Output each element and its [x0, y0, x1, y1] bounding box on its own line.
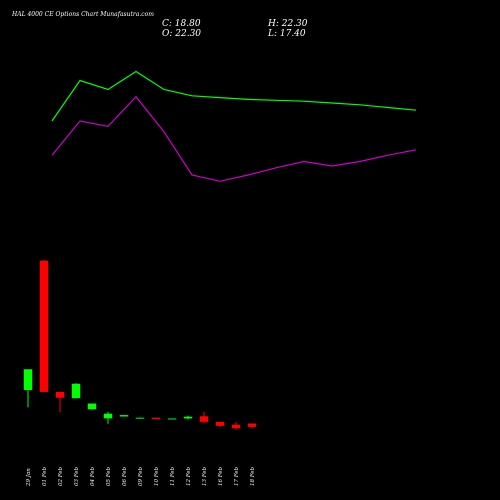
- x-axis-ticks: 29 Jan 01 Feb 02 Feb 03 Feb 04 Feb 05 Feb 06 F…: [26, 466, 256, 487]
- candle-body: [231, 424, 241, 429]
- chart-title: HAL 4000 CE Options Chart Munafasutra.co…: [11, 11, 154, 18]
- candlesticks: [23, 259, 257, 430]
- candle-3: [55, 391, 65, 413]
- candle-11: [183, 415, 193, 420]
- candle-10: [167, 418, 177, 420]
- x-tick-label: 01 Feb: [42, 466, 48, 486]
- low-value: L: 17.40: [267, 29, 306, 39]
- candle-body: [87, 403, 97, 410]
- candle-body: [167, 418, 177, 420]
- indicator-line-2: [51, 95, 417, 182]
- candle-body: [199, 416, 209, 422]
- candle-14: [231, 421, 241, 430]
- x-tick-label: 16 Feb: [218, 466, 224, 486]
- x-tick-label: 09 Feb: [138, 466, 144, 486]
- x-tick-label: 11 Feb: [170, 466, 176, 486]
- candle-5: [87, 403, 97, 410]
- candle-body: [247, 423, 257, 427]
- x-tick-label: 13 Feb: [202, 466, 208, 486]
- x-tick-label: 29 Jan: [26, 468, 32, 487]
- candle-body: [183, 416, 193, 419]
- x-tick-label: 04 Feb: [90, 466, 96, 486]
- x-tick-label: 17 Feb: [234, 466, 240, 486]
- x-tick-label: 03 Feb: [74, 466, 80, 486]
- candle-9: [151, 417, 161, 420]
- x-tick-label: 05 Feb: [106, 466, 112, 486]
- candle-6: [103, 411, 113, 424]
- candle-body: [119, 415, 129, 417]
- candle-15: [247, 423, 257, 429]
- candle-body: [55, 391, 65, 398]
- candle-body: [23, 369, 33, 390]
- high-value: H: 22.30: [267, 19, 308, 29]
- x-tick-label: 10 Feb: [154, 466, 160, 486]
- x-tick-label: 06 Feb: [122, 466, 128, 486]
- candle-4: [71, 383, 81, 399]
- close-value: C: 18.80: [162, 19, 201, 29]
- indicator-line-1: [51, 70, 417, 122]
- candle-1: [23, 369, 33, 408]
- candle-body: [103, 413, 113, 419]
- indicator-lines: [51, 70, 417, 182]
- candle-7: [119, 415, 129, 417]
- x-tick-label: 18 Feb: [250, 466, 256, 486]
- open-value: O: 22.30: [162, 29, 201, 39]
- candle-2: [39, 259, 49, 392]
- candle-12: [199, 411, 209, 424]
- candle-13: [215, 421, 225, 428]
- x-tick-label: 12 Feb: [186, 466, 192, 486]
- x-tick-label: 02 Feb: [58, 466, 64, 486]
- candle-8: [135, 417, 145, 419]
- candle-body: [215, 421, 225, 426]
- candle-body: [151, 417, 161, 420]
- candle-body: [135, 417, 145, 419]
- candle-body: [71, 383, 81, 399]
- candle-body: [39, 260, 49, 392]
